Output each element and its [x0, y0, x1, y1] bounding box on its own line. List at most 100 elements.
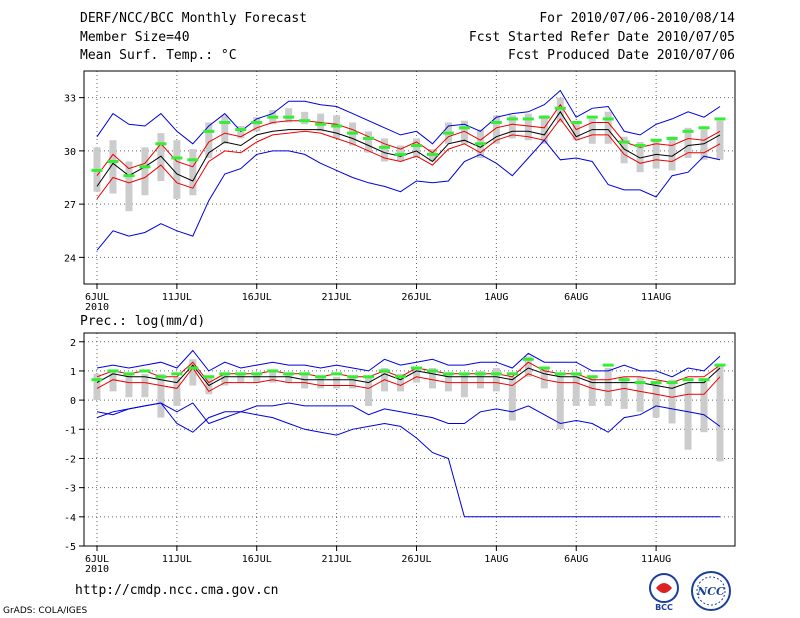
panel1-year-label: 2010 [85, 302, 109, 313]
panel1-spread-bar [636, 142, 644, 173]
panel2-median-marker [219, 372, 231, 376]
panel2-median-marker [554, 372, 566, 376]
panel1-series-min [96, 139, 721, 251]
panel1-spread-bar [508, 115, 516, 139]
panel2-year-label: 2010 [85, 564, 109, 575]
panel2-spread-bar [700, 379, 708, 433]
panel1-median-marker [474, 142, 486, 146]
panel2-spread-bar [285, 373, 293, 383]
panel1-median-marker [522, 117, 534, 121]
panel2-spread-bar [524, 356, 532, 377]
panel2-xtick-label: 6AUG [564, 554, 588, 565]
panel2-median-marker [187, 366, 199, 370]
panel1-median-marker [458, 126, 470, 130]
panel1-median-marker [395, 152, 407, 156]
bcc-logo-text: BCC [655, 603, 673, 612]
panel1-median-marker [490, 120, 502, 124]
panel2-spread-bar [636, 376, 644, 412]
panel2-ytick-label: -5 [64, 542, 76, 553]
panel2-series-min_tail [96, 402, 720, 518]
panel2-median-marker [283, 372, 295, 376]
panel2-spread-bar [508, 376, 516, 421]
panel1-median-marker [171, 156, 183, 160]
panel2-ytick-label: -4 [64, 513, 76, 524]
panel2-xtick-label: 26JUL [401, 554, 431, 565]
panel1-spread-bar [572, 122, 580, 141]
panel1-ytick-label: 30 [64, 147, 76, 158]
panel2-median-marker [474, 372, 486, 376]
panel1-median-marker [698, 126, 710, 130]
panel2-spread-bar [349, 376, 357, 389]
panel1-spread-bar [460, 120, 468, 144]
panel2-xtick-label: 21JUL [322, 554, 352, 565]
panel2-median-marker [267, 369, 279, 373]
panel1-median-marker [219, 120, 231, 124]
panel1-median-marker [251, 120, 263, 124]
forecast-period: For 2010/07/06-2010/08/14 [539, 11, 735, 26]
panel2-series-lower [96, 367, 721, 398]
panel2-xtick-label: 11AUG [641, 554, 671, 565]
panel1-series-upper [96, 103, 721, 177]
panel1-xtick-label: 1AUG [484, 292, 508, 303]
produced-date: Fcst Produced Date 2010/07/06 [508, 48, 735, 63]
panel2-spread-bar [620, 376, 628, 409]
panel1-median-marker [235, 128, 247, 132]
panel2-spread-bar [93, 373, 101, 401]
panel1-median-marker [155, 142, 167, 146]
panel2-spread-bar [540, 368, 548, 389]
ncc-logo-dots [696, 576, 726, 606]
panel1-median-marker [538, 115, 550, 119]
panel1-spread-bar [604, 111, 612, 144]
panel1-xtick-label: 16JUL [242, 292, 272, 303]
panel2-spread-bar [157, 373, 165, 418]
panel1-xtick-label: 6AUG [564, 292, 588, 303]
panel2-median-marker [666, 381, 678, 385]
panel1-median-marker [634, 144, 646, 148]
panel2-median-marker [203, 375, 215, 379]
panel2-median-marker [251, 372, 263, 376]
panel2-median-marker [650, 381, 662, 385]
panel1-spread-bar [620, 136, 628, 164]
panel2-median-marker [315, 375, 327, 379]
panel2-spread-bar [397, 373, 405, 392]
panel1-spread-bar [125, 161, 133, 212]
panel1-median-marker [650, 138, 662, 142]
panel2-median-marker [235, 372, 247, 376]
panel2-median-marker [458, 372, 470, 376]
panel2-median-marker [395, 375, 407, 379]
panel2-median-marker [410, 366, 422, 370]
panel2-median-marker [714, 363, 726, 367]
panel1-spread-bar [141, 147, 149, 196]
panel2-ytick-label: -2 [64, 454, 76, 465]
panel2-ytick-label: -1 [64, 425, 76, 436]
panel1-frame [83, 70, 736, 285]
panel2-spread-bar [253, 373, 261, 383]
panel2-median-marker [442, 372, 454, 376]
panel1-spread-bar [189, 149, 197, 196]
panel1-median-marker [379, 145, 391, 149]
panel1-median-marker [363, 136, 375, 140]
panel1-spread-bar [365, 131, 373, 153]
panel1-median-marker [91, 168, 103, 172]
panel2-median-marker [538, 366, 550, 370]
panel1-xtick-label: 11JUL [162, 292, 192, 303]
panel2-spread-bar [556, 373, 564, 430]
panel1-spread-bar [412, 138, 420, 158]
panel2-spread-bar [141, 373, 149, 398]
panel2-median-marker [698, 378, 710, 382]
panel2-median-marker [363, 375, 375, 379]
ncc-logo-text: NCC [696, 585, 725, 598]
panel2-median-marker [347, 375, 359, 379]
footer-url[interactable]: http://cmdp.ncc.cma.gov.cn [75, 583, 279, 598]
panel2-median-marker [618, 378, 630, 382]
panel2-spread-bar [668, 379, 676, 424]
panel1-median-marker [139, 165, 151, 169]
bcc-logo-swirl [656, 583, 672, 593]
panel2-spread-bar [428, 368, 436, 389]
panel2-spread-bar [604, 368, 612, 406]
ncc-logo: NCC [691, 571, 731, 611]
panel1-median-marker [554, 106, 566, 110]
panel1-median-marker [586, 115, 598, 119]
panel2-spread-bar [333, 376, 341, 389]
panel2-median-marker [426, 369, 438, 373]
